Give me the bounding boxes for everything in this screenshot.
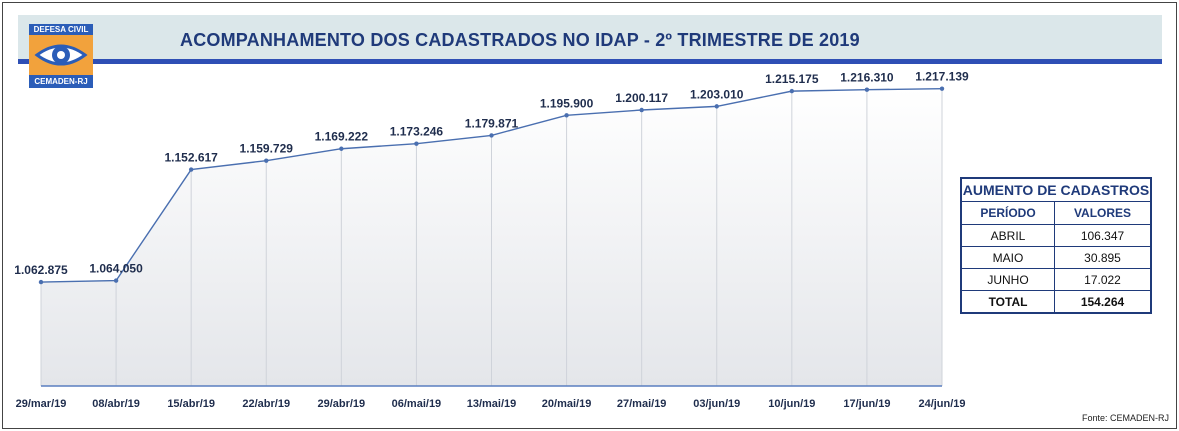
data-point: [414, 141, 419, 146]
x-tick-label: 13/mai/19: [467, 398, 517, 410]
data-point: [489, 133, 494, 138]
data-point: [939, 86, 945, 91]
x-tick-label: 06/mai/19: [392, 398, 442, 410]
table-row: ABRIL 106.347: [960, 224, 1152, 247]
data-label: 1.217.139: [915, 70, 969, 84]
x-tick-label: 29/abr/19: [317, 398, 365, 410]
eye-emblem-icon: [33, 38, 89, 72]
x-tick-label: 17/jun/19: [843, 398, 890, 410]
data-label: 1.064.050: [89, 262, 143, 276]
x-tick-label: 10/jun/19: [768, 398, 815, 410]
data-point: [564, 113, 569, 118]
x-tick-label: 29/mar/19: [16, 398, 67, 410]
x-tick-label: 27/mai/19: [617, 398, 667, 410]
table-cell-period: ABRIL: [960, 224, 1056, 247]
x-tick-label: 22/abr/19: [242, 398, 290, 410]
table-row: MAIO 30.895: [960, 246, 1152, 269]
column-header-period: PERÍODO: [960, 201, 1056, 225]
data-label: 1.215.175: [765, 72, 819, 86]
table-cell-period: MAIO: [960, 246, 1056, 269]
data-point: [264, 158, 269, 163]
x-tick-label: 08/abr/19: [92, 398, 140, 410]
table-cell-value: 106.347: [1054, 224, 1152, 247]
data-point: [714, 104, 719, 109]
logo-bottom-text: CEMADEN-RJ: [29, 75, 93, 88]
data-label: 1.203.010: [690, 87, 744, 101]
table-total-label: TOTAL: [960, 290, 1056, 314]
source-note: Fonte: CEMADEN-RJ: [1081, 413, 1169, 423]
table-cell-value: 17.022: [1054, 268, 1152, 291]
defesa-civil-logo: DEFESA CIVIL CEMADEN-RJ: [29, 24, 93, 88]
data-label: 1.152.617: [164, 151, 218, 165]
x-tick-label: 20/mai/19: [542, 398, 592, 410]
data-label: 1.062.875: [14, 263, 68, 277]
logo-emblem: [29, 35, 93, 75]
chart-title: ACOMPANHAMENTO DOS CADASTRADOS NO IDAP -…: [180, 30, 860, 50]
data-label: 1.169.222: [315, 130, 369, 144]
x-tick-label: 03/jun/19: [693, 398, 740, 410]
data-point: [38, 279, 44, 285]
data-point: [639, 107, 644, 113]
table-row: JUNHO 17.022: [960, 268, 1152, 291]
summary-table: AUMENTO DE CADASTROS PERÍODO VALORES ABR…: [960, 177, 1152, 314]
table-total-row: TOTAL 154.264: [960, 290, 1152, 314]
header-underline: [18, 59, 1162, 64]
data-label: 1.173.246: [390, 125, 444, 139]
x-tick-label: 15/abr/19: [167, 398, 215, 410]
data-point: [339, 146, 344, 151]
table-cell-value: 30.895: [1054, 246, 1152, 269]
table-total-value: 154.264: [1054, 290, 1152, 314]
data-label: 1.159.729: [240, 142, 294, 156]
data-label: 1.179.871: [465, 116, 519, 130]
column-header-values: VALORES: [1054, 201, 1152, 225]
data-label: 1.216.310: [840, 71, 894, 85]
data-point: [789, 88, 795, 94]
data-label: 1.200.117: [615, 91, 668, 105]
x-tick-label: 24/jun/19: [918, 398, 965, 410]
data-point: [113, 278, 119, 283]
table-cell-period: JUNHO: [960, 268, 1056, 291]
data-point: [864, 87, 870, 92]
header-band: [18, 15, 1162, 59]
data-label: 1.195.900: [540, 96, 594, 110]
logo-top-text: DEFESA CIVIL: [29, 24, 93, 35]
summary-table-title: AUMENTO DE CADASTROS: [960, 177, 1152, 202]
data-point: [188, 167, 194, 172]
